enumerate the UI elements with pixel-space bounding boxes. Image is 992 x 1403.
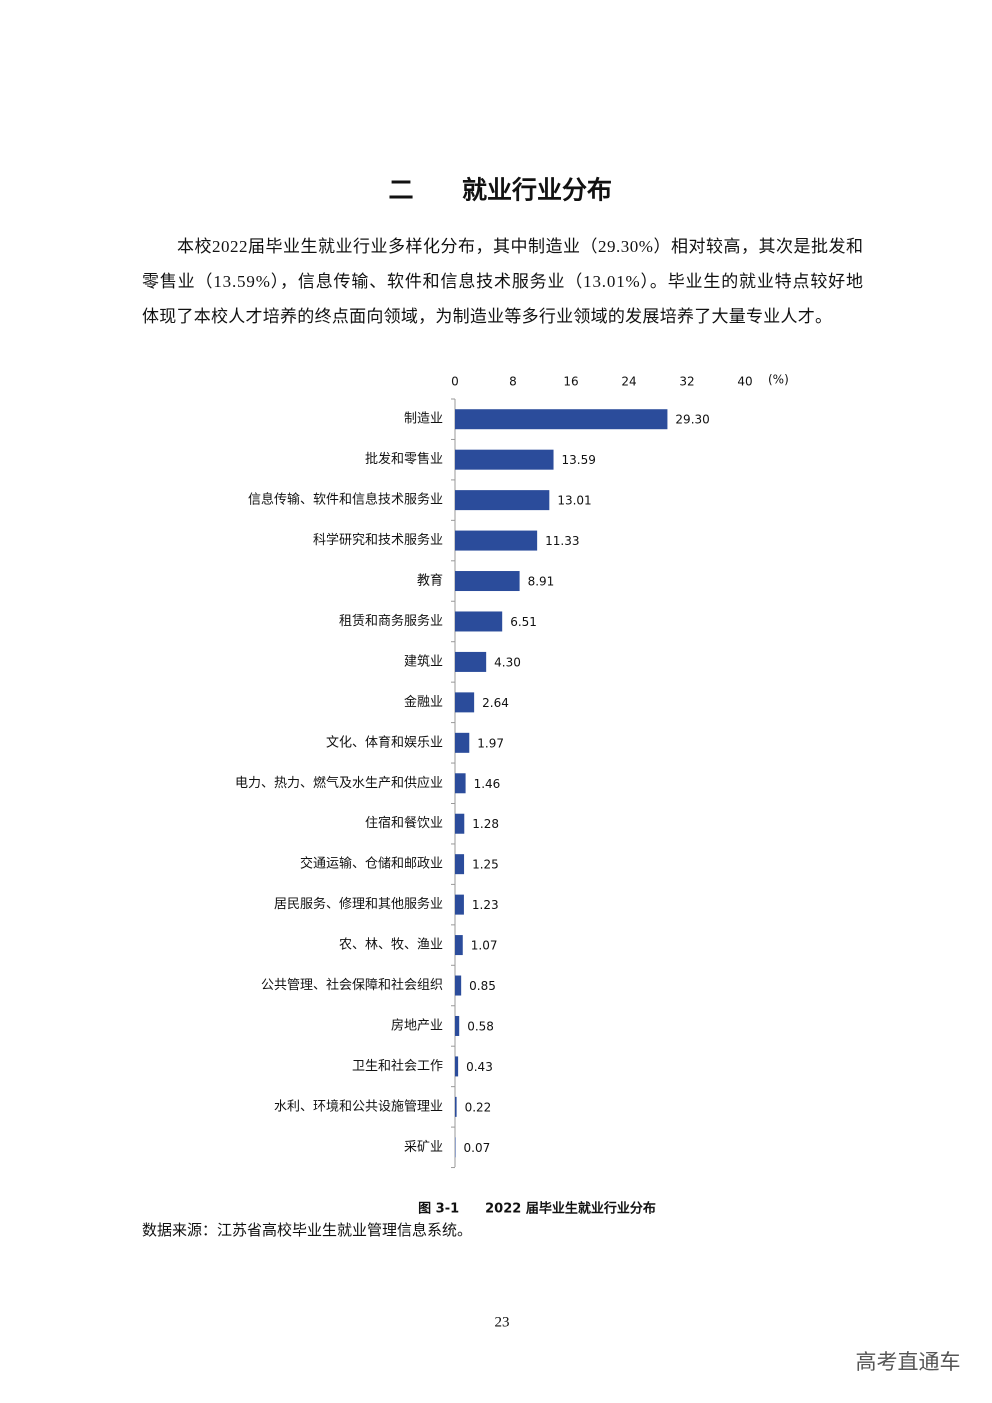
value-label: 13.01 [557,494,591,508]
bar [455,1137,456,1158]
y-tick-label: 建筑业 [404,653,443,669]
value-label: 8.91 [528,575,555,589]
bar [455,651,487,672]
value-label: 1.07 [471,939,498,953]
value-label: 1.25 [472,858,499,872]
value-label: 6.51 [510,615,537,629]
value-label: 2.64 [482,696,509,710]
page-number: 23 [495,1314,510,1330]
x-tick-label: 24 [621,375,636,389]
value-label: 0.07 [464,1141,491,1155]
heading-title: 就业行业分布 [462,176,612,205]
bar [455,692,475,713]
bar [455,854,465,875]
value-label: 0.22 [465,1100,492,1114]
bar [455,975,462,996]
y-tick-label: 卫生和社会工作 [352,1058,443,1074]
y-tick-label: 公共管理、社会保障和社会组织 [261,977,443,993]
bar [455,813,465,834]
watermark: 高考直通车 [856,1350,961,1374]
source: 数据来源：江苏省高校毕业生就业管理信息系统。 [142,1222,472,1240]
value-label: 0.58 [467,1019,494,1033]
y-tick-label: 采矿业 [404,1140,443,1155]
y-tick-label: 批发和零售业 [365,451,443,467]
y-tick-label: 教育 [417,573,443,589]
y-tick-label: 金融业 [404,694,443,710]
x-tick-label: 16 [563,375,578,389]
value-label: 11.33 [545,534,579,548]
y-tick-label: 住宿和餐饮业 [365,815,443,831]
bar [455,449,554,470]
x-tick-label: 0 [451,375,459,389]
bar [455,773,466,794]
value-label: 1.23 [472,898,499,912]
y-tick-label: 农、林、牧、渔业 [339,938,443,953]
y-tick-label: 交通运输、仓储和邮政业 [300,856,443,872]
value-label: 0.85 [469,979,496,993]
y-tick-label: 文化、体育和娱乐业 [326,734,443,750]
heading-number: 二 [388,178,413,205]
value-label: 1.46 [474,777,501,791]
bar [455,894,464,915]
y-tick-label: 租赁和商务服务业 [339,613,443,629]
y-tick-label: 水利、环境和公共设施管理业 [274,1099,443,1114]
caption: 图 3-1 2022 届毕业生就业行业分布 [418,1201,656,1217]
y-tick-label: 科学研究和技术服务业 [313,532,443,548]
bar [455,1015,460,1036]
bar [455,611,503,632]
x-tick-label: 32 [679,375,694,389]
value-label: 13.59 [562,453,596,467]
y-tick-label: 房地产业 [391,1017,443,1033]
bar [455,1056,459,1077]
y-tick-label: 居民服务、修理和其他服务业 [274,896,443,912]
y-tick-label: 电力、热力、燃气及水生产和供应业 [235,775,443,791]
bar [455,1096,457,1117]
paragraph-line: 体现了本校人才培养的终点面向领域，为制造业等多行业领域的发展培养了大量专业人才。 [142,307,832,326]
value-label: 4.30 [494,655,521,669]
y-tick-label: 制造业 [404,412,443,427]
x-tick-label: 8 [509,375,517,389]
value-label: 1.97 [477,736,504,750]
bar [455,732,470,753]
bar [455,490,550,511]
value-label: 1.28 [472,817,499,831]
x-unit: (%) [768,373,789,387]
bar [455,530,538,551]
x-tick-label: 40 [737,375,752,389]
y-tick-label: 信息传输、软件和信息技术服务业 [248,492,443,508]
bar [455,935,463,956]
bar [455,409,668,430]
paragraph-line: 本校2022届毕业生就业行业多样化分布，其中制造业（29.30%）相对较高，其次… [177,237,863,256]
bar [455,571,520,592]
value-label: 29.30 [675,413,709,427]
value-label: 0.43 [466,1060,493,1074]
paragraph-line: 零售业（13.59%），信息传输、软件和信息技术服务业（13.01%）。毕业生的… [142,272,863,291]
